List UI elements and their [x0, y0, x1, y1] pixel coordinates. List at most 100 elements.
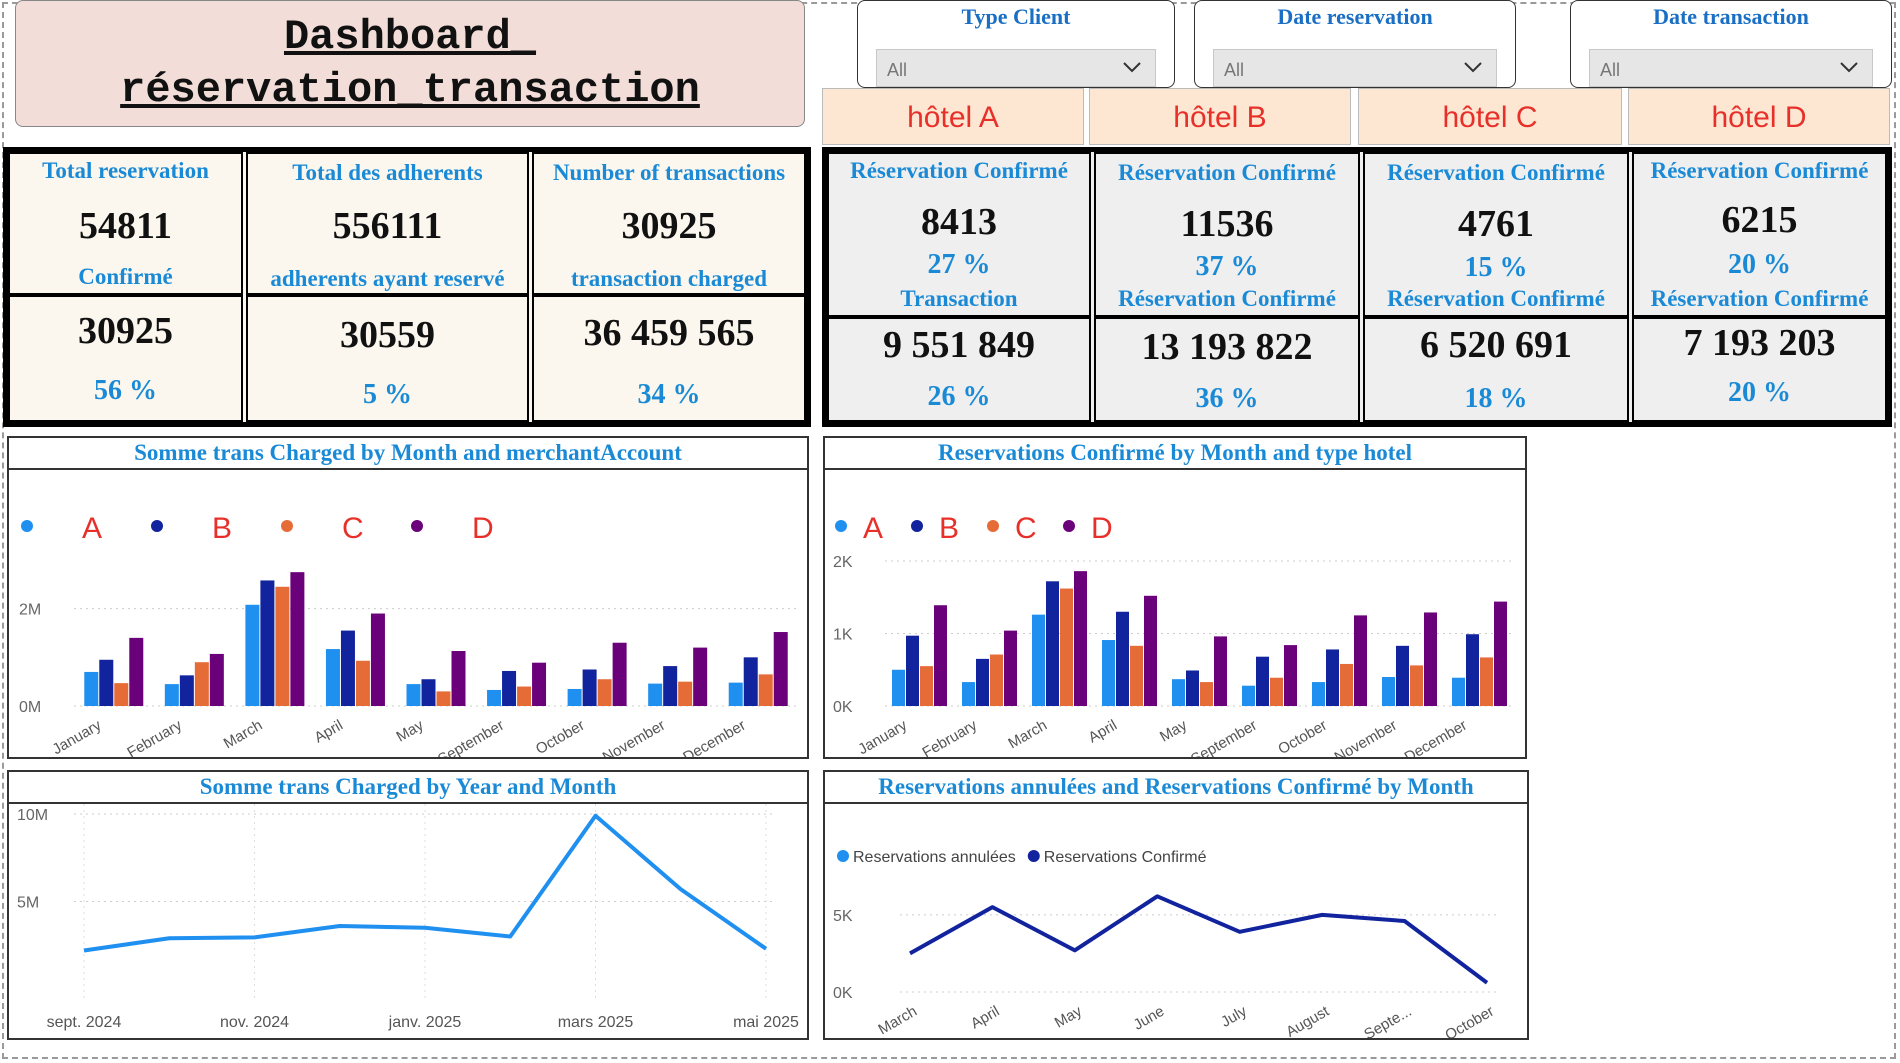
bar — [567, 688, 582, 706]
chart-trans-by-year-month: Somme trans Charged by Year and Month 5M… — [7, 770, 809, 1040]
kpi-label: Total des adherents — [292, 160, 483, 185]
bar — [340, 630, 355, 706]
kpi-value: 556111 — [332, 205, 443, 247]
x-tick-label: January — [855, 716, 910, 757]
bar — [728, 682, 743, 706]
bar — [934, 605, 947, 706]
bar — [663, 666, 678, 706]
kpi-label: Total reservation — [42, 158, 209, 183]
bar — [1102, 640, 1115, 706]
bar — [1312, 682, 1325, 706]
kpi-value: 6 520 691 — [1420, 324, 1572, 366]
legend-marker — [911, 520, 923, 532]
bar — [179, 675, 194, 706]
line-chart-reservations: 0K 5K March April May June July August Septe... O… — [833, 849, 1497, 1038]
x-tick-label: mai 2025 — [733, 1014, 799, 1031]
series-line — [83, 813, 768, 953]
kpi-percent: 5 % — [363, 379, 412, 410]
kpi-percent: 18 % — [1464, 383, 1528, 414]
x-tick-label: May — [1157, 716, 1190, 745]
hotel-a-kpi-bottom: 9 551 849 26 % — [827, 317, 1091, 422]
bar — [648, 683, 663, 706]
bar — [976, 658, 989, 706]
hotel-d-header: hôtel D — [1628, 88, 1890, 145]
kpi-label: Réservation Confirmé — [1118, 286, 1336, 311]
bar — [1410, 665, 1423, 706]
x-tick-label: Septe... — [1361, 1003, 1414, 1038]
kpi-value: 6215 — [1721, 199, 1798, 241]
x-tick-label: April — [968, 1003, 1002, 1033]
line-chart-trans: 5M 10M sept. 2024 nov. 2024 janv. 2025 mars 2… — [17, 804, 799, 1031]
kpi-card-bottom: 30559 5 % — [246, 295, 529, 422]
chart-title: Reservations Confirmé by Month and type … — [825, 438, 1525, 470]
bar — [355, 660, 370, 706]
chart-annulees-confirmees: Reservations annulées and Reservations C… — [823, 770, 1529, 1040]
legend-marker — [151, 520, 163, 532]
bar — [1452, 677, 1465, 706]
bar — [1130, 645, 1143, 706]
slicer-date-transaction[interactable]: Date transaction All — [1570, 0, 1892, 88]
chevron-down-icon[interactable] — [1838, 56, 1860, 78]
bar-chart-hotel-type: A B C D 0K 1K 2K January February March April MaySe… — [833, 512, 1515, 757]
kpi-value: 30925 — [78, 310, 173, 352]
kpi-percent: 15 % — [1464, 252, 1528, 283]
slicer-dropdown[interactable]: All — [876, 49, 1156, 87]
dashboard-title-box: Dashboard_ réservation_transaction — [15, 0, 805, 127]
kpi-card-top: Total reservation 54811 Confirmé — [8, 152, 243, 295]
legend-marker — [835, 520, 847, 532]
y-tick-label: 2K — [833, 554, 853, 571]
bar — [275, 586, 290, 706]
bar — [1060, 588, 1073, 706]
chart-reservations-by-month-hotel: Reservations Confirmé by Month and type … — [823, 436, 1527, 759]
bar — [517, 686, 532, 706]
slicer-label: Date transaction — [1653, 4, 1809, 29]
bar — [421, 679, 436, 706]
kpi-label: Réservation Confirmé — [1650, 286, 1869, 311]
slicer-date-reservation[interactable]: Date reservation All — [1194, 0, 1516, 88]
hotel-d-kpi-bottom: 7 193 203 20 % — [1632, 317, 1887, 422]
kpi-value: 36 459 565 — [583, 312, 755, 354]
x-tick-label: August — [1283, 1002, 1333, 1038]
y-tick-label: 5M — [17, 895, 39, 912]
bar — [1242, 685, 1255, 706]
bar — [1032, 614, 1045, 706]
legend-label: A — [863, 512, 883, 545]
bar — [451, 651, 466, 706]
bar — [1466, 634, 1479, 706]
bar — [1424, 612, 1437, 706]
slicer-type-client[interactable]: Type Client All — [857, 0, 1175, 88]
bar — [1004, 630, 1017, 706]
bar — [370, 613, 385, 706]
bar — [1256, 656, 1269, 706]
y-tick-label: 0K — [833, 699, 853, 716]
hotel-a-header: hôtel A — [822, 88, 1084, 145]
slicer-value: All — [1224, 60, 1245, 80]
legend-label: D — [472, 512, 494, 545]
x-tick-label: sept. 2024 — [47, 1014, 122, 1031]
slicer-dropdown[interactable]: All — [1589, 49, 1873, 87]
x-tick-label: February — [920, 716, 981, 757]
hotel-b-header: hôtel B — [1089, 88, 1351, 145]
kpi-card-bottom: 36 459 565 34 % — [532, 295, 806, 422]
bar — [693, 647, 708, 706]
x-tick-label: June — [1131, 1003, 1168, 1034]
kpi-percent: 56 % — [94, 375, 157, 406]
x-tick-label: April — [311, 717, 345, 747]
y-tick-label: 0K — [833, 985, 853, 1002]
slicer-dropdown[interactable]: All — [1213, 49, 1497, 87]
x-tick-label: September — [1188, 717, 1260, 757]
kpi-label: Number of transactions — [552, 160, 786, 185]
legend-label: Reservations annulées — [853, 849, 1016, 866]
chevron-down-icon[interactable] — [1462, 56, 1484, 78]
kpi-percent: 20 % — [1728, 249, 1791, 280]
x-tick-label: March — [1005, 717, 1050, 753]
bar — [1480, 657, 1493, 706]
hotel-b-kpi-bottom: 13 193 822 36 % — [1094, 317, 1360, 422]
kpi-percent: 27 % — [927, 249, 991, 280]
chart-title: Somme trans Charged by Month and merchan… — [9, 438, 807, 470]
bar — [990, 654, 1003, 706]
bar — [487, 689, 502, 706]
kpi-percent: 36 % — [1195, 383, 1259, 414]
bar — [1340, 663, 1353, 706]
chevron-down-icon[interactable] — [1121, 56, 1143, 78]
